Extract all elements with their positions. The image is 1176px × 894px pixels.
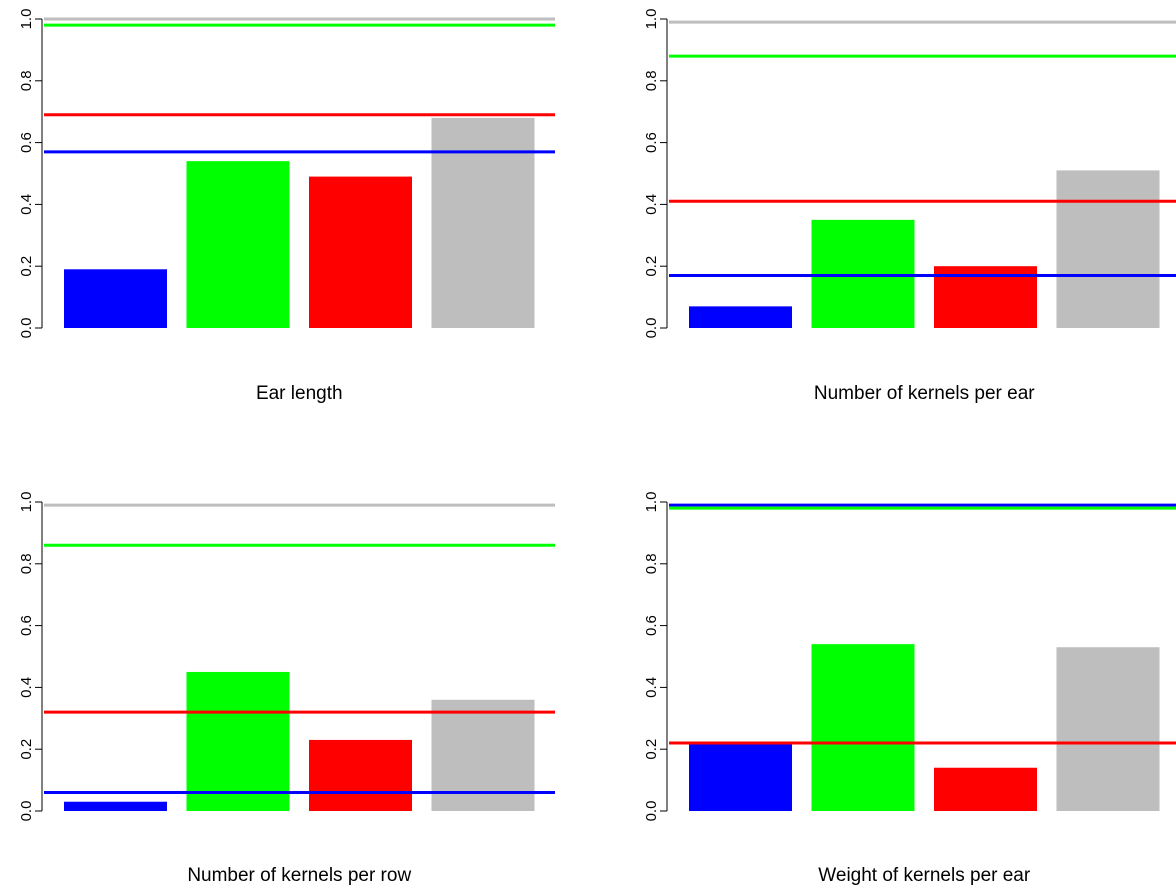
y-tick-label: 1.0 — [643, 492, 660, 513]
bar — [186, 161, 290, 328]
panel-title: Number of kernels per ear — [814, 383, 1035, 404]
y-tick-label: 0.2 — [18, 739, 35, 760]
bar — [64, 801, 167, 811]
y-tick-label: 1.0 — [18, 492, 35, 513]
panel-title: Weight of kernels per ear — [818, 865, 1031, 886]
y-tick-label: 0.4 — [643, 194, 660, 215]
bar — [811, 219, 915, 328]
y-tick-label: 0.2 — [643, 256, 660, 277]
bar — [1056, 170, 1160, 328]
y-tick-label: 0.2 — [643, 739, 660, 760]
y-tick-label: 0.6 — [643, 615, 660, 636]
panel-title: Number of kernels per row — [187, 865, 411, 886]
y-tick-label: 0.0 — [18, 801, 35, 822]
bar — [431, 117, 535, 328]
y-tick-label: 0.4 — [643, 677, 660, 698]
y-tick-label: 0.6 — [18, 615, 35, 636]
y-tick-label: 0.4 — [18, 677, 35, 698]
y-tick-label: 1.0 — [18, 9, 35, 30]
y-tick-label: 0.8 — [18, 70, 35, 91]
bar — [1056, 647, 1160, 811]
y-tick-label: 0.8 — [643, 70, 660, 91]
bar — [811, 644, 915, 811]
bar — [689, 306, 792, 328]
y-tick-label: 0.8 — [18, 553, 35, 574]
y-tick-label: 0.0 — [643, 318, 660, 339]
y-tick-label: 0.0 — [643, 801, 660, 822]
bar — [64, 269, 167, 328]
bar — [689, 743, 792, 811]
y-tick-label: 0.4 — [18, 194, 35, 215]
bar — [309, 739, 412, 811]
bar — [934, 767, 1037, 811]
y-tick-label: 1.0 — [643, 9, 660, 30]
y-tick-label: 0.6 — [643, 132, 660, 153]
bar — [309, 176, 412, 328]
y-tick-label: 0.8 — [643, 553, 660, 574]
y-tick-label: 0.0 — [18, 318, 35, 339]
y-tick-label: 0.2 — [18, 256, 35, 277]
bar — [186, 671, 290, 811]
bar — [431, 699, 535, 811]
y-tick-label: 0.6 — [18, 132, 35, 153]
panel-title: Ear length — [256, 383, 343, 404]
